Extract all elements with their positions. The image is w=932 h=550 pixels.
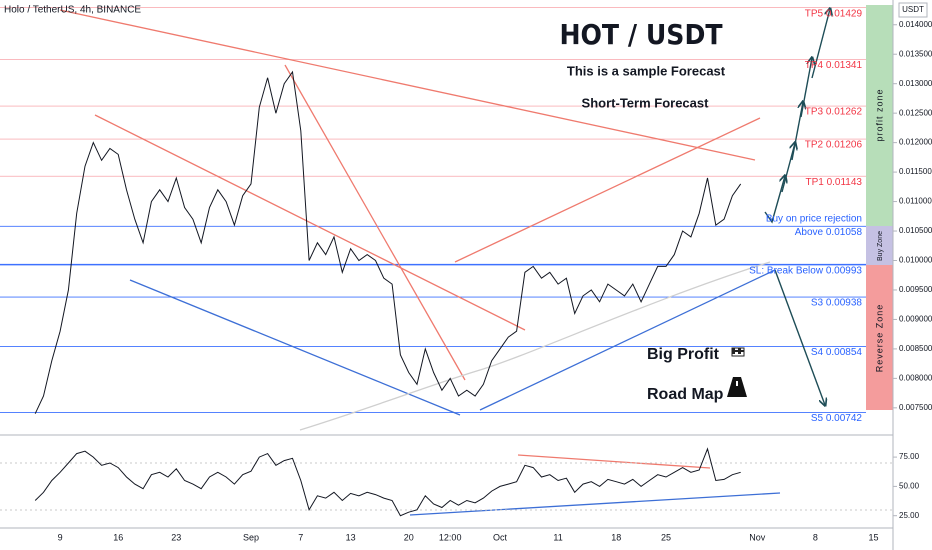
x-tick-label: 20 (404, 532, 414, 542)
note: Short-Term Forecast (582, 95, 710, 110)
trendline (284, 64, 466, 381)
level-label: SL: Break Below 0.00993 (749, 265, 862, 276)
x-tick-label: 15 (868, 532, 878, 542)
x-tick-label: 23 (171, 532, 181, 542)
arrow (781, 143, 795, 193)
y-tick-label: 0.008500 (899, 344, 932, 353)
road-icon (736, 381, 738, 386)
level-label: TP4 0.01341 (805, 60, 863, 71)
y-tick-label: 0.009000 (899, 315, 932, 324)
level-label: Above 0.01058 (795, 227, 863, 238)
y-tick-label: 0.010000 (899, 256, 932, 265)
profit-zone (866, 5, 893, 226)
arrow (811, 9, 830, 79)
y-tick-label: 0.009500 (899, 285, 932, 294)
flag-icon (731, 347, 745, 357)
reverse-zone (866, 265, 893, 410)
y-tick-label: 0.013500 (899, 49, 932, 58)
road-icon (727, 377, 747, 397)
y-tick-label: 0.012500 (899, 108, 932, 117)
forecast-arrows (764, 9, 830, 405)
trendlines (59, 9, 781, 516)
level-label: TP3 0.01262 (805, 107, 863, 118)
y-tick-label: 0.011500 (899, 167, 932, 176)
x-tick-label: 18 (611, 532, 621, 542)
zone-label: Reverse Zone (874, 304, 884, 373)
x-tick-label: Nov (749, 532, 766, 542)
price-line (34, 70, 742, 414)
trendline (94, 114, 526, 331)
subtitle: This is a sample Forecast (567, 63, 726, 78)
trendline (409, 492, 781, 516)
arrow (800, 58, 812, 118)
x-tick-label: Oct (493, 532, 508, 542)
x-tick-label: 8 (813, 532, 818, 542)
arrow (791, 102, 803, 161)
header: Holo / TetherUS, 4h, BINANCE (4, 5, 141, 16)
x-tick-label: 9 (58, 532, 63, 542)
level-label: TP1 0.01143 (805, 177, 862, 188)
y-tick-label: 25.00 (899, 511, 920, 520)
x-tick-label: Sep (243, 532, 259, 542)
y-tick-label: 50.00 (899, 482, 920, 491)
level-label: S4 0.00854 (811, 347, 863, 358)
x-tick-label: 7 (298, 532, 303, 542)
currency-box (898, 2, 928, 18)
trendline (517, 454, 711, 469)
level-label: TP5 0.01429 (805, 8, 863, 19)
trendline (454, 117, 761, 263)
level-label: TP2 0.01206 (805, 140, 863, 151)
trendline (59, 9, 756, 161)
buy-zone (866, 226, 893, 265)
trendline (129, 279, 461, 416)
y-tick-label: 0.010500 (899, 226, 932, 235)
zone-label: Buy Zone (877, 231, 884, 261)
x-tick-label: 16 (113, 532, 123, 542)
y-tick-label: 0.012000 (899, 138, 932, 147)
currency: USDT (902, 5, 924, 14)
callout: Big Profit (647, 346, 720, 363)
x-tick-label: 12:00 (439, 532, 462, 542)
arrow (774, 269, 825, 405)
level-label: S3 0.00938 (811, 298, 863, 309)
y-tick-label: 0.007500 (899, 403, 932, 412)
level-note: Buy on price rejection (766, 214, 862, 225)
x-tick-label: 13 (346, 532, 356, 542)
y-tick-label: 0.013000 (899, 79, 932, 88)
y-tick-label: 75.00 (899, 452, 920, 461)
y-tick-label: 0.011000 (899, 197, 932, 206)
y-tick-label: 0.014000 (899, 20, 932, 29)
x-tick-label: 25 (661, 532, 671, 542)
callout: Road Map (647, 386, 724, 403)
trendline (479, 269, 776, 411)
arrow (764, 176, 785, 224)
price-line (34, 447, 741, 517)
zone-label: profit zone (874, 88, 884, 141)
y-tick-label: 0.008000 (899, 373, 932, 382)
title: HOT / USDT (559, 18, 723, 51)
level-label: S5 0.00742 (811, 413, 863, 424)
x-tick-label: 11 (553, 532, 562, 542)
